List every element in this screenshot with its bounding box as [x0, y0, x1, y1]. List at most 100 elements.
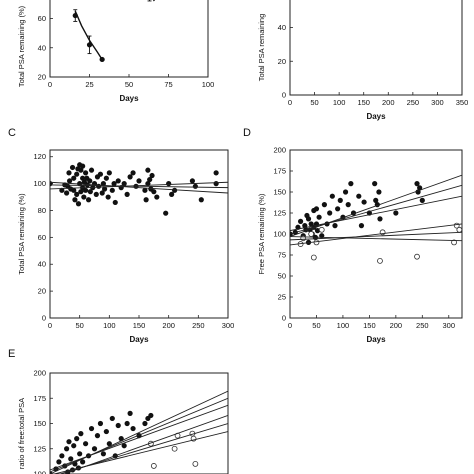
data-point-filled: [88, 425, 95, 432]
regression-line: [290, 184, 462, 235]
data-point-filled: [305, 216, 312, 222]
data-point-open: [377, 257, 383, 264]
y-tick-label: 40: [278, 23, 286, 32]
y-tick-label: 125: [33, 444, 46, 453]
y-axis-title: Total PSA remaining: [257, 14, 266, 82]
regression-line: [290, 236, 462, 242]
data-point-filled: [376, 189, 382, 195]
y-tick-label: 40: [38, 43, 46, 52]
data-point-filled: [94, 433, 101, 439]
y-tick-label: 120: [33, 152, 46, 161]
x-axis-title: Days: [366, 112, 386, 121]
data-point-filled: [81, 194, 87, 200]
data-point-filled: [111, 181, 117, 187]
data-point-filled: [96, 183, 102, 189]
data-point-filled: [143, 197, 149, 203]
plot-area: [72, 0, 155, 63]
y-tick-label: 60: [38, 14, 46, 23]
y-tick-label: 20: [278, 57, 286, 66]
y-tick-label: 100: [33, 470, 46, 474]
x-axis-title: Days: [119, 94, 139, 103]
regression-line: [290, 231, 462, 241]
x-tick-label: 50: [125, 80, 133, 89]
x-tick-label: 100: [333, 98, 346, 107]
y-tick-label: 125: [273, 209, 286, 218]
data-point-filled: [74, 191, 80, 197]
x-tick-label: 250: [407, 98, 420, 107]
plot-area: [50, 390, 228, 474]
data-point-open: [451, 239, 457, 246]
data-point-filled: [136, 178, 142, 184]
data-point-filled: [80, 175, 86, 181]
data-point-filled: [342, 189, 349, 195]
y-axis-title: Total PSA remaining (%): [17, 193, 26, 275]
data-point-filled: [166, 181, 172, 187]
y-tick-label: 20: [38, 287, 46, 296]
x-tick-label: 100: [337, 321, 350, 330]
panel-d: 0 50 100 150 200 250 300 0 25 50 75 100 125 150 175 200…: [243, 127, 463, 344]
data-point-filled: [80, 163, 86, 169]
data-point-filled: [66, 439, 72, 445]
x-tick-label: 300: [431, 98, 444, 107]
y-tick-label: 60: [38, 233, 46, 242]
data-point-filled: [414, 181, 420, 187]
data-point-filled: [145, 167, 151, 173]
data-point-filled: [103, 428, 109, 435]
data-point-open: [318, 226, 325, 233]
data-point-filled: [154, 194, 160, 200]
data-point-filled: [77, 451, 83, 457]
data-point-filled: [332, 223, 338, 229]
data-point-filled: [97, 420, 104, 427]
data-point-open: [171, 445, 178, 452]
data-point-filled: [64, 446, 70, 452]
data-point-filled: [121, 181, 127, 187]
data-point-filled: [377, 216, 383, 222]
x-tick-label: 350: [456, 98, 469, 107]
data-point-filled: [348, 181, 354, 187]
data-point-filled: [419, 197, 425, 203]
panel-letter: D: [243, 127, 251, 139]
data-point-filled: [297, 218, 304, 224]
data-point-filled: [127, 410, 133, 416]
data-point-filled: [192, 183, 198, 189]
y-tick-label: 75: [278, 251, 286, 260]
data-point-filled: [358, 223, 365, 229]
data-point-filled: [105, 194, 111, 200]
data-point-filled: [356, 193, 362, 199]
x-tick-label: 200: [162, 321, 175, 330]
data-point-filled: [130, 425, 136, 432]
data-point-open: [456, 226, 462, 233]
plot-frame: [49, 372, 229, 474]
regression-line: [50, 181, 228, 194]
data-point-filled: [100, 181, 106, 187]
data-point-filled: [373, 197, 379, 203]
y-tick-label: 200: [33, 369, 46, 378]
data-point-filled: [393, 210, 399, 216]
y-axis-title: ratio of free:total PSA: [17, 398, 26, 469]
data-point-open: [150, 463, 157, 469]
data-point-filled: [106, 441, 112, 447]
data-point-filled: [88, 167, 95, 173]
x-tick-label: 25: [85, 80, 93, 89]
data-point-filled: [86, 42, 93, 48]
data-point-filled: [321, 202, 327, 208]
x-tick-label: 300: [443, 321, 456, 330]
data-point-filled: [147, 176, 153, 183]
data-point-filled: [172, 187, 178, 193]
data-point-filled: [124, 191, 130, 197]
data-point-filled: [66, 178, 73, 184]
data-point-filled: [83, 441, 89, 447]
data-point-filled: [80, 459, 86, 465]
data-point-open: [414, 253, 420, 260]
y-tick-label: 40: [38, 260, 46, 269]
x-tick-label: 0: [288, 321, 292, 330]
data-point-filled: [372, 181, 378, 187]
data-point-filled: [68, 456, 74, 462]
data-point-filled: [335, 206, 341, 212]
regression-line: [50, 184, 228, 189]
data-point-filled: [99, 56, 105, 63]
data-point-filled: [148, 412, 154, 419]
data-point-filled: [72, 12, 78, 19]
data-point-filled: [69, 164, 76, 171]
data-point-filled: [56, 459, 62, 465]
